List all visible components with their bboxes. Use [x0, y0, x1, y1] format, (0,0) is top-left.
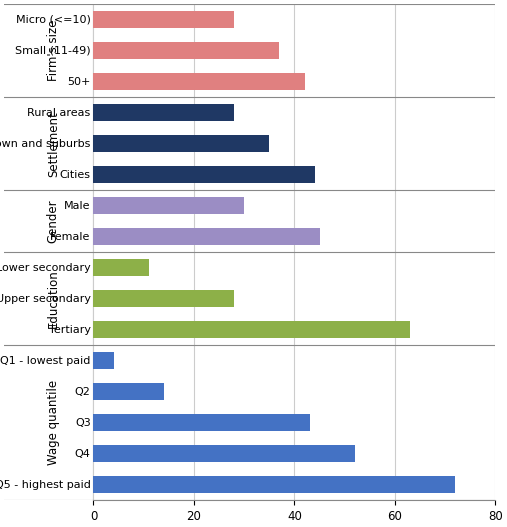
Text: Settlement: Settlement: [47, 111, 60, 177]
Text: Wage quantile: Wage quantile: [47, 380, 60, 465]
Bar: [93, 414, 310, 431]
Bar: [93, 42, 279, 59]
Bar: [93, 383, 164, 400]
Bar: [93, 166, 314, 183]
Bar: [93, 321, 410, 338]
Text: Education: Education: [47, 269, 60, 328]
Bar: [93, 11, 234, 28]
Text: Firm's size: Firm's size: [47, 20, 60, 81]
Bar: [93, 197, 244, 214]
Bar: [93, 476, 455, 493]
Bar: [93, 445, 355, 462]
Bar: [93, 290, 234, 307]
Text: Gender: Gender: [47, 199, 60, 243]
Bar: [93, 73, 305, 90]
Bar: [93, 228, 319, 245]
Bar: [93, 352, 114, 369]
Bar: [93, 104, 234, 121]
Bar: [93, 259, 149, 276]
Bar: [93, 135, 269, 152]
